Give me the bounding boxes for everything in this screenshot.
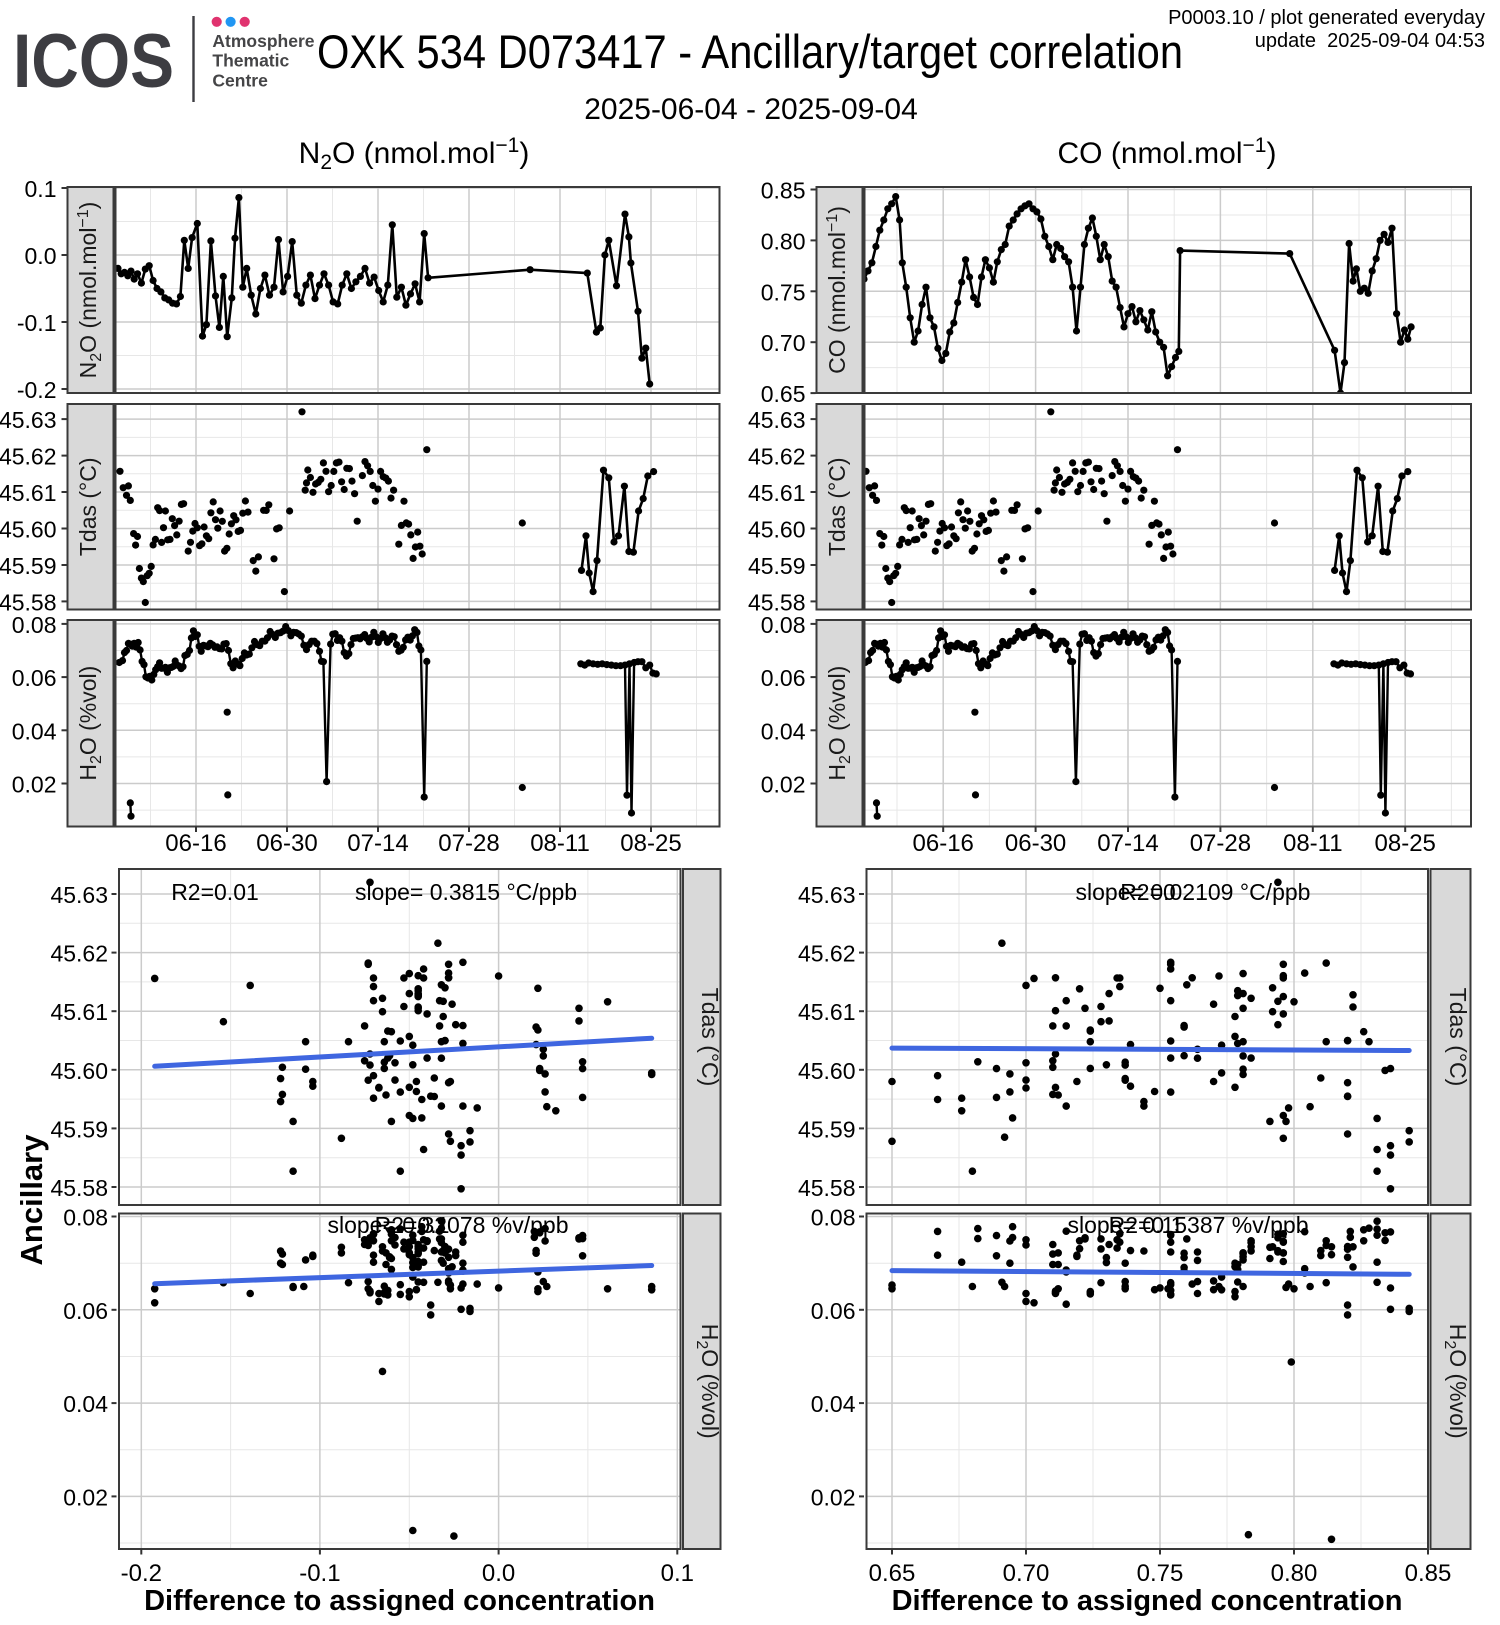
- svg-text:0.04: 0.04: [761, 718, 806, 744]
- svg-text:45.60: 45.60: [748, 517, 806, 543]
- svg-text:OXK 534 D073417 - Ancillary/ta: OXK 534 D073417 - Ancillary/target corre…: [317, 25, 1183, 78]
- svg-text:45.62: 45.62: [0, 444, 57, 470]
- svg-text:0.08: 0.08: [12, 612, 57, 638]
- svg-text:07-28: 07-28: [1190, 830, 1251, 857]
- svg-text:45.63: 45.63: [0, 407, 57, 433]
- svg-text:N2​O (nmol.mol−1​): N2​O (nmol.mol−1​): [299, 134, 530, 174]
- svg-text:0.1: 0.1: [661, 1560, 694, 1587]
- svg-text:Ancillary: Ancillary: [14, 1134, 49, 1266]
- svg-text:45.59: 45.59: [798, 1116, 856, 1142]
- svg-text:07-14: 07-14: [1097, 830, 1158, 857]
- svg-text:Tdas (°C): Tdas (°C): [1445, 988, 1471, 1087]
- svg-text:R2=0.01: R2=0.01: [171, 879, 259, 905]
- svg-text:0.08: 0.08: [761, 612, 806, 638]
- svg-text:45.58: 45.58: [0, 589, 57, 615]
- svg-text:0.75: 0.75: [1137, 1560, 1184, 1587]
- svg-text:45.62: 45.62: [798, 941, 856, 967]
- svg-text:0.70: 0.70: [761, 330, 806, 356]
- svg-text:-0.2: -0.2: [121, 1560, 162, 1587]
- svg-text:06-16: 06-16: [165, 830, 226, 857]
- svg-text:0.85: 0.85: [761, 178, 806, 204]
- svg-text:-0.1: -0.1: [299, 1560, 340, 1587]
- svg-text:0.04: 0.04: [811, 1391, 856, 1417]
- svg-text:Difference to assigned concent: Difference to assigned concentration: [144, 1585, 655, 1617]
- svg-text:45.62: 45.62: [50, 941, 108, 967]
- svg-text:0.0: 0.0: [25, 243, 57, 269]
- svg-text:45.59: 45.59: [50, 1116, 108, 1142]
- svg-text:0.04: 0.04: [63, 1391, 108, 1417]
- svg-text:45.63: 45.63: [50, 882, 108, 908]
- svg-text:45.61: 45.61: [798, 999, 856, 1025]
- svg-text:06-30: 06-30: [256, 830, 317, 857]
- svg-text:Tdas (°C): Tdas (°C): [697, 988, 723, 1087]
- svg-text:0.04: 0.04: [12, 718, 57, 744]
- svg-text:0.06: 0.06: [12, 665, 57, 691]
- svg-text:45.58: 45.58: [50, 1175, 108, 1201]
- svg-text:0.06: 0.06: [63, 1298, 108, 1324]
- svg-text:06-30: 06-30: [1005, 830, 1066, 857]
- svg-text:R2=0.1: R2=0.1: [1109, 1212, 1184, 1238]
- svg-text:45.61: 45.61: [0, 480, 57, 506]
- svg-text:update 2025-09-04 04:53: update 2025-09-04 04:53: [1255, 30, 1485, 52]
- svg-text:0.06: 0.06: [811, 1298, 856, 1324]
- svg-text:Thematic: Thematic: [212, 50, 289, 70]
- svg-text:0.1: 0.1: [25, 176, 57, 202]
- svg-text:0.75: 0.75: [761, 279, 806, 305]
- svg-text:Centre: Centre: [212, 70, 268, 90]
- svg-text:0.85: 0.85: [1405, 1560, 1452, 1587]
- svg-text:06-16: 06-16: [913, 830, 974, 857]
- svg-text:Tdas (°C): Tdas (°C): [824, 457, 850, 556]
- svg-text:Difference to assigned concent: Difference to assigned concentration: [892, 1585, 1403, 1617]
- svg-text:45.62: 45.62: [748, 444, 806, 470]
- svg-text:45.58: 45.58: [798, 1175, 856, 1201]
- svg-text:slope= 0.02109 °C/ppb: slope= 0.02109 °C/ppb: [1076, 879, 1311, 905]
- svg-text:45.63: 45.63: [748, 407, 806, 433]
- svg-text:07-28: 07-28: [438, 830, 499, 857]
- svg-text:0.02: 0.02: [761, 772, 806, 798]
- svg-text:N2​O (nmol.mol−1​): N2​O (nmol.mol−1​): [75, 202, 105, 379]
- svg-text:0.02: 0.02: [12, 772, 57, 798]
- svg-text:45.60: 45.60: [50, 1058, 108, 1084]
- svg-text:slope= 0.15387 %v/ppb: slope= 0.15387 %v/ppb: [1067, 1212, 1308, 1238]
- svg-text:0.70: 0.70: [1003, 1560, 1050, 1587]
- svg-text:45.60: 45.60: [0, 517, 57, 543]
- svg-text:CO (nmol.mol−1​): CO (nmol.mol−1​): [824, 206, 850, 374]
- svg-text:08-25: 08-25: [620, 830, 681, 857]
- svg-text:2025-06-04 - 2025-09-04: 2025-06-04 - 2025-09-04: [584, 93, 918, 126]
- svg-text:45.60: 45.60: [798, 1058, 856, 1084]
- svg-text:R2=0.1: R2=0.1: [375, 1212, 450, 1238]
- svg-text:0.08: 0.08: [811, 1205, 856, 1231]
- svg-text:-0.1: -0.1: [17, 310, 57, 336]
- svg-text:slope= 0.3815 °C/ppb: slope= 0.3815 °C/ppb: [355, 879, 577, 905]
- svg-text:08-25: 08-25: [1375, 830, 1436, 857]
- svg-text:08-11: 08-11: [1283, 830, 1343, 857]
- svg-text:08-11: 08-11: [530, 830, 590, 857]
- svg-text:45.61: 45.61: [50, 999, 108, 1025]
- svg-text:45.59: 45.59: [0, 553, 57, 579]
- svg-text:07-14: 07-14: [347, 830, 408, 857]
- svg-text:P0003.10 / plot generated ever: P0003.10 / plot generated everyday: [1168, 7, 1485, 29]
- svg-text:0.65: 0.65: [761, 381, 806, 407]
- svg-text:CO (nmol.mol−1​): CO (nmol.mol−1​): [1058, 134, 1277, 170]
- svg-text:45.61: 45.61: [748, 480, 806, 506]
- svg-text:0.80: 0.80: [761, 228, 806, 254]
- svg-text:45.59: 45.59: [748, 553, 806, 579]
- svg-text:0.06: 0.06: [761, 665, 806, 691]
- svg-text:slope= 0.32078 %v/ppb: slope= 0.32078 %v/ppb: [327, 1212, 568, 1238]
- svg-text:45.58: 45.58: [748, 589, 806, 615]
- svg-text:0.02: 0.02: [811, 1484, 856, 1510]
- svg-text:0.80: 0.80: [1271, 1560, 1318, 1587]
- svg-text:Tdas (°C): Tdas (°C): [75, 457, 101, 556]
- svg-text:R2=0: R2=0: [1120, 879, 1176, 905]
- svg-text:0.0: 0.0: [482, 1560, 515, 1587]
- svg-text:0.02: 0.02: [63, 1484, 108, 1510]
- svg-text:-0.2: -0.2: [17, 377, 57, 403]
- svg-text:0.08: 0.08: [63, 1205, 108, 1231]
- svg-text:0.65: 0.65: [869, 1560, 916, 1587]
- svg-text:45.63: 45.63: [798, 882, 856, 908]
- svg-text:ICOS: ICOS: [13, 19, 174, 104]
- svg-text:Atmosphere: Atmosphere: [212, 31, 314, 51]
